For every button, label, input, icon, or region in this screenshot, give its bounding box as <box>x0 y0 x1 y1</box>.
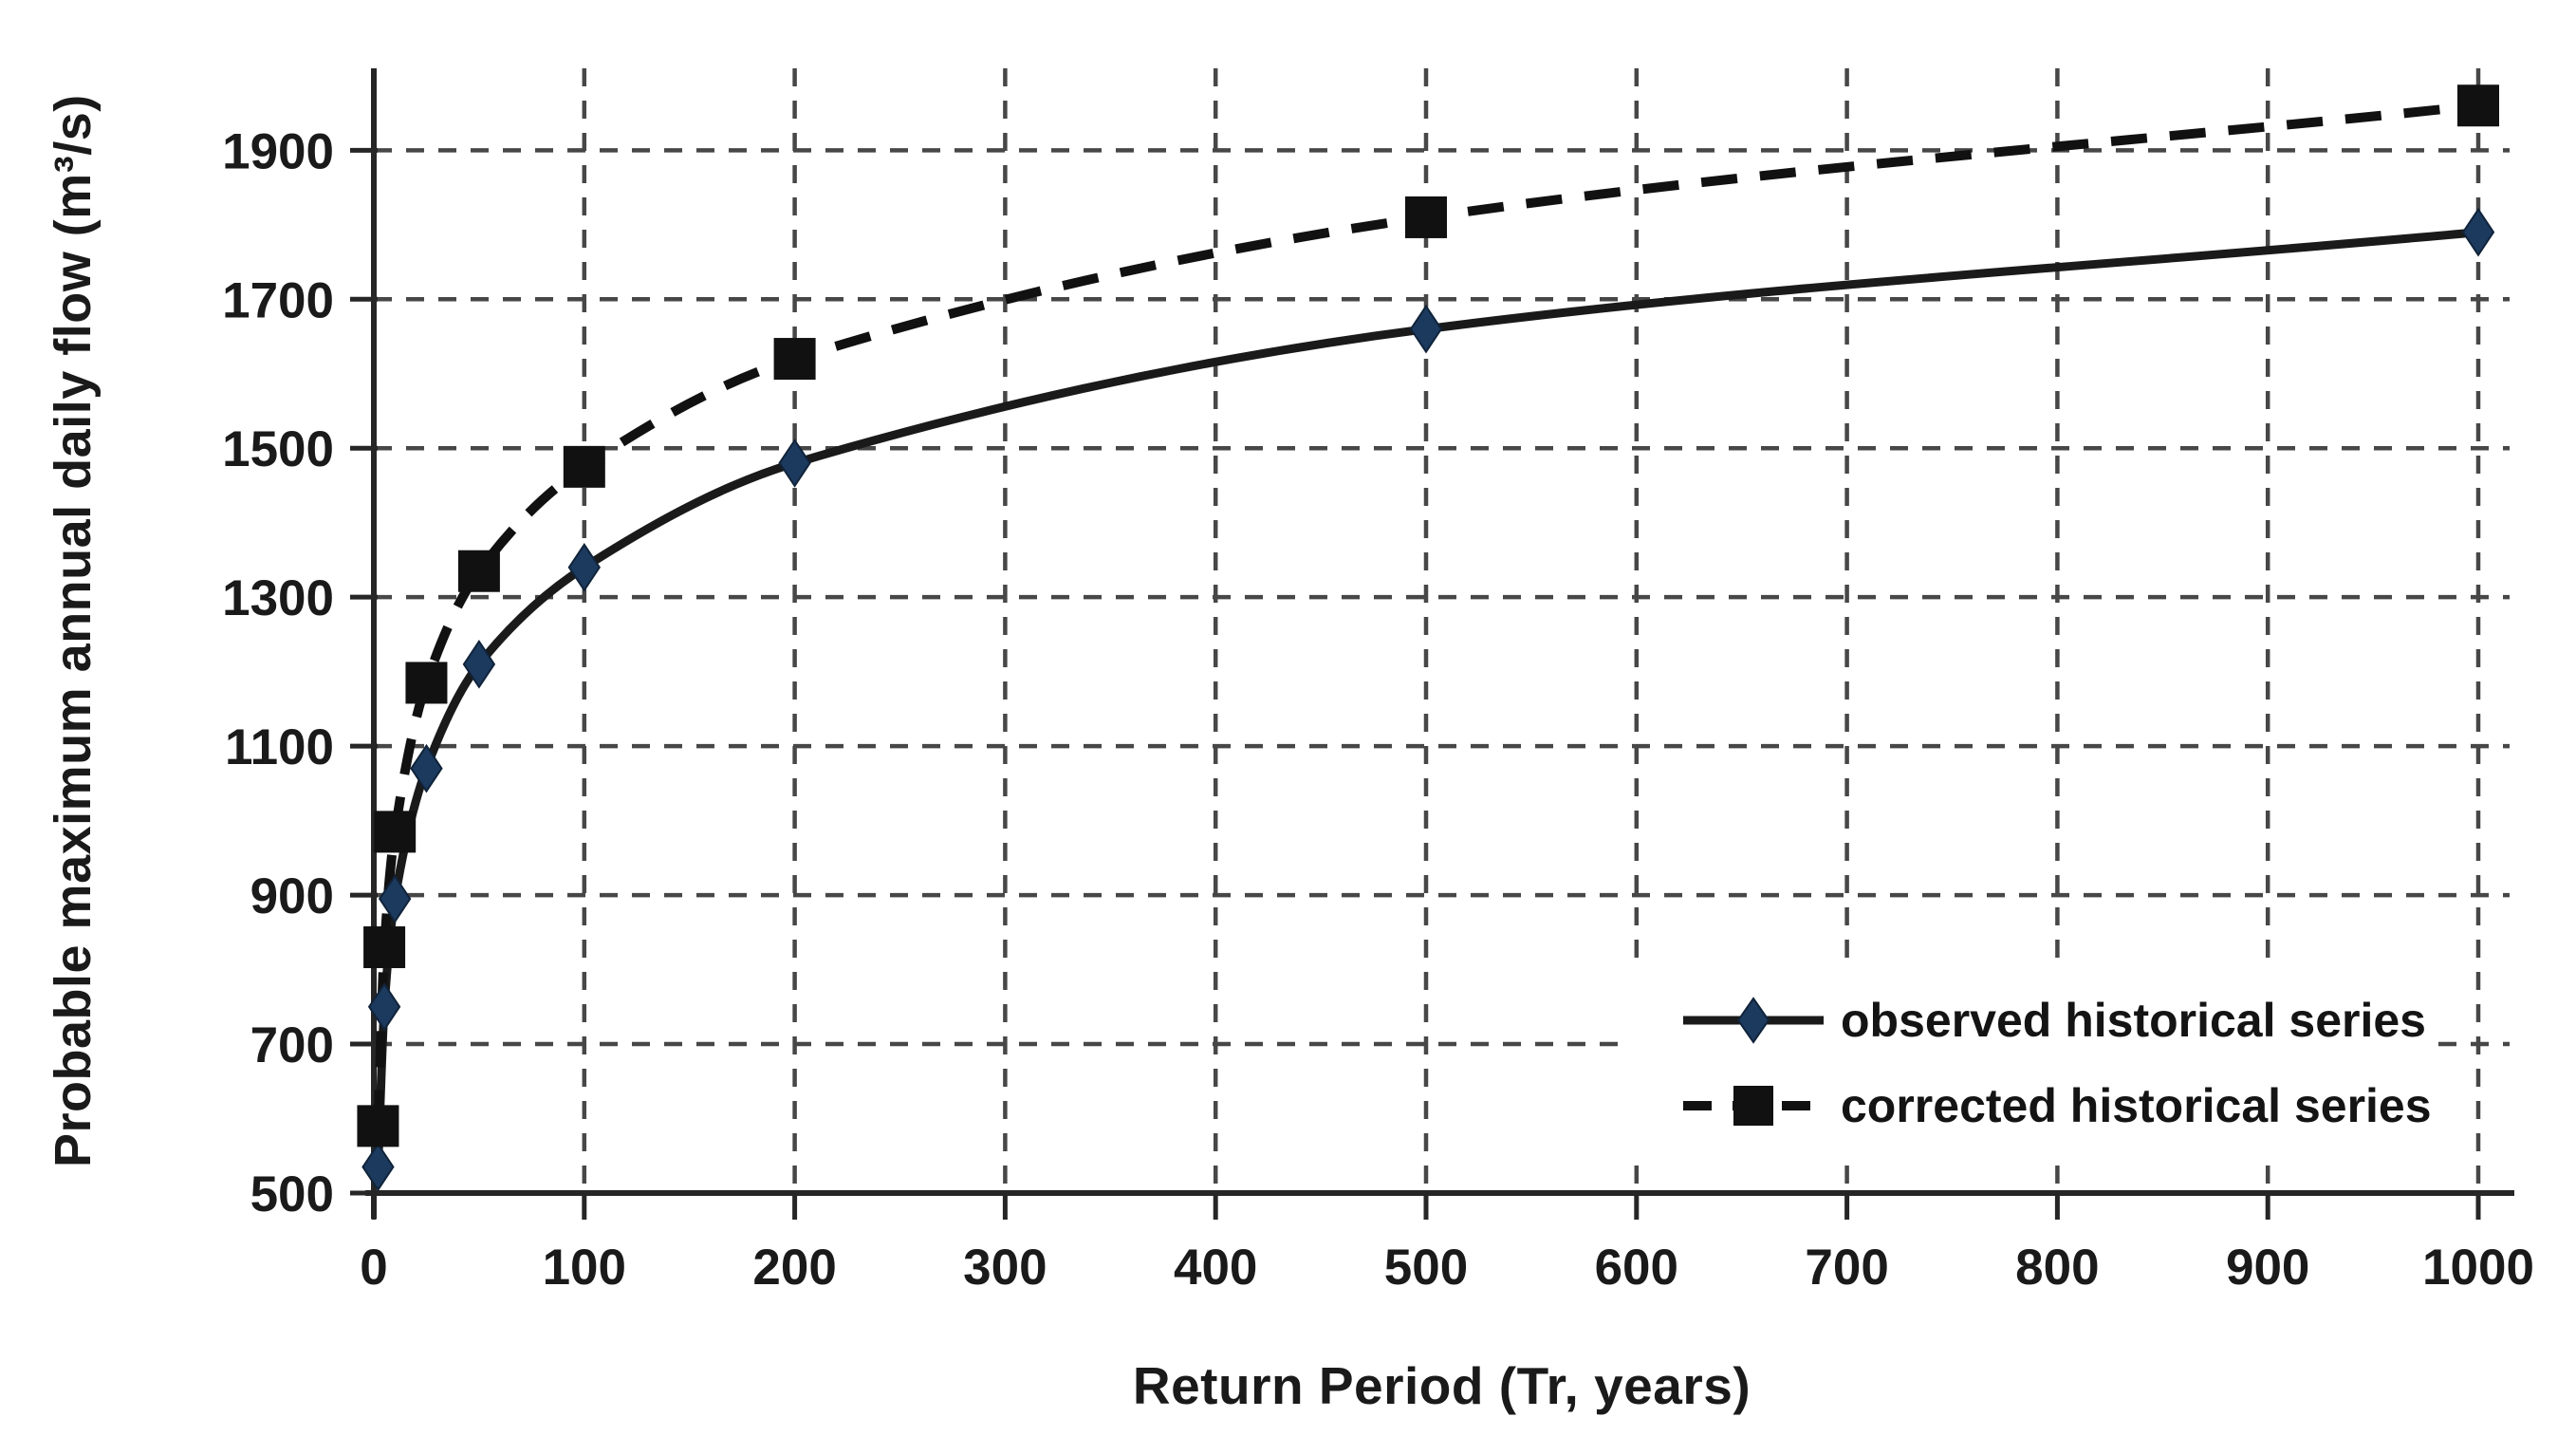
legend-item-observed: observed historical series <box>1681 994 2435 1047</box>
y-tick-label: 1700 <box>222 272 334 328</box>
data-point-square <box>457 550 500 592</box>
data-point-square <box>405 662 448 704</box>
x-tick-label: 1000 <box>2422 1240 2534 1296</box>
x-axis-title: Return Period (Tr, years) <box>1132 1356 1751 1415</box>
x-tick-label: 400 <box>1174 1240 1257 1296</box>
x-tick-label: 800 <box>2015 1240 2099 1296</box>
data-point-diamond <box>378 874 412 923</box>
data-point-square <box>363 926 406 969</box>
data-point-diamond <box>567 542 602 592</box>
x-tick-label: 500 <box>1384 1240 1468 1296</box>
y-tick-label: 1300 <box>222 570 334 626</box>
square-marker-icon <box>1683 1086 1824 1126</box>
data-point-diamond <box>778 438 811 488</box>
y-tick-label: 1500 <box>222 421 334 477</box>
data-point-diamond <box>361 1142 395 1192</box>
x-tick-label: 600 <box>1595 1240 1678 1296</box>
data-point-diamond <box>2461 207 2495 257</box>
data-point-diamond <box>367 982 401 1032</box>
legend-item-corrected: corrected historical series <box>1681 1079 2435 1132</box>
series-line-1 <box>373 101 2479 1127</box>
y-tick-label: 1900 <box>222 123 334 179</box>
y-tick-label: 900 <box>250 868 334 924</box>
legend-label-observed: observed historical series <box>1841 994 2426 1047</box>
data-point-square <box>563 445 605 488</box>
x-tick-label: 100 <box>543 1240 626 1296</box>
data-point-square <box>773 338 816 381</box>
legend-label-corrected: corrected historical series <box>1841 1079 2432 1132</box>
data-point-diamond <box>1409 304 1443 354</box>
y-tick-label: 500 <box>250 1166 334 1222</box>
y-axis-title: Probable maximum annual daily flow (m³/s… <box>45 94 102 1167</box>
data-point-square <box>1405 196 1447 238</box>
data-point-diamond <box>462 640 496 689</box>
y-tick-label: 1100 <box>225 719 334 775</box>
x-tick-label: 900 <box>2226 1240 2309 1296</box>
x-tick-label: 300 <box>963 1240 1047 1296</box>
y-tick-label: 700 <box>250 1017 334 1073</box>
x-tick-label: 0 <box>360 1240 387 1296</box>
legend: observed historical series corrected his… <box>1628 968 2435 1158</box>
x-tick-label: 700 <box>1805 1240 1888 1296</box>
data-point-square <box>374 811 417 853</box>
data-point-square <box>357 1105 399 1147</box>
x-tick-label: 200 <box>752 1240 836 1296</box>
data-point-diamond <box>410 743 443 793</box>
diamond-marker-icon <box>1683 997 1824 1044</box>
data-point-square <box>2457 84 2499 127</box>
